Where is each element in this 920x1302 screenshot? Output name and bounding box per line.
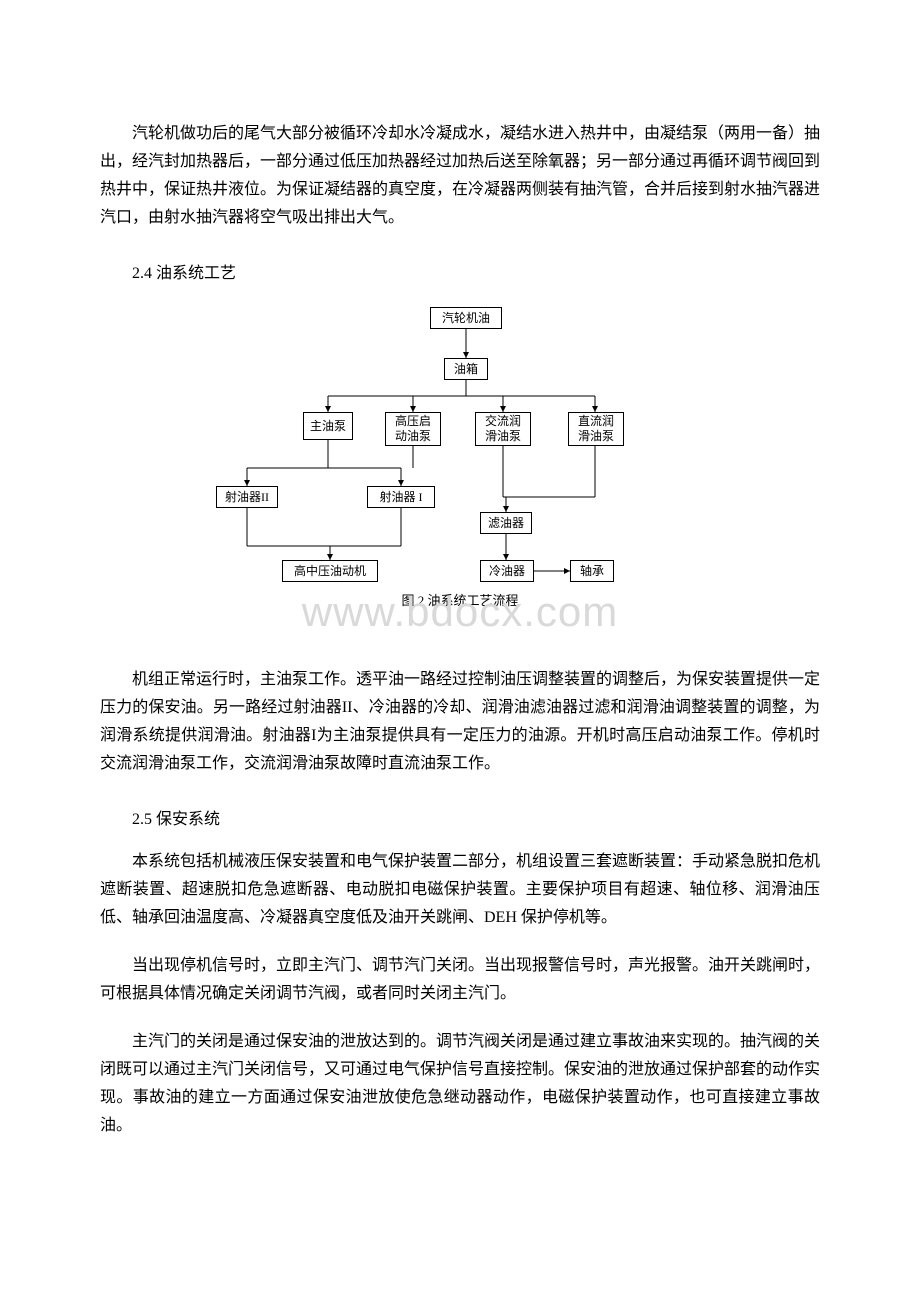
oil-system-diagram: 汽轮机油 油箱 主油泵 高压启 动油泵 交流润 滑油泵 直流润 滑油泵 射油器I… — [190, 302, 730, 632]
paragraph-tailgas: 汽轮机做功后的尾气大部分被循环冷却水冷凝成水，凝结水进入热井中，由凝结泵（两用一… — [100, 120, 820, 232]
node-hp-actuator: 高中压油动机 — [282, 560, 378, 582]
node-hp-start-pump: 高压启 动油泵 — [385, 412, 441, 446]
node-dc-lube-pump: 直流润 滑油泵 — [568, 412, 624, 446]
node-ac-lube-pump: 交流润 滑油泵 — [475, 412, 531, 446]
node-tank: 油箱 — [444, 358, 488, 380]
node-cooler: 冷油器 — [480, 560, 534, 582]
node-injector-1: 射油器 I — [367, 486, 435, 508]
node-bearing: 轴承 — [570, 560, 614, 582]
section-title-2-5: 2.5 保安系统 — [100, 806, 820, 834]
paragraph-oil-system: 机组正常运行时，主油泵工作。透平油一路经过控制油压调整装置的调整后，为保安装置提… — [100, 666, 820, 778]
node-filter: 滤油器 — [480, 512, 532, 534]
node-injector-2: 射油器II — [216, 486, 278, 508]
paragraph-safety-3: 主汽门的关闭是通过保安油的泄放达到的。调节汽阀关闭是通过建立事故油来实现的。抽汽… — [100, 1028, 820, 1140]
paragraph-safety-2: 当出现停机信号时，立即主汽门、调节汽门关闭。当出现报警信号时，声光报警。油开关跳… — [100, 952, 820, 1008]
node-turbine-oil: 汽轮机油 — [430, 307, 502, 329]
diagram-edges — [190, 302, 730, 632]
section-title-2-4: 2.4 油系统工艺 — [100, 260, 820, 288]
node-main-pump: 主油泵 — [303, 412, 353, 440]
paragraph-safety-1: 本系统包括机械液压保安装置和电气保护装置二部分，机组设置三套遮断装置：手动紧急脱… — [100, 848, 820, 932]
